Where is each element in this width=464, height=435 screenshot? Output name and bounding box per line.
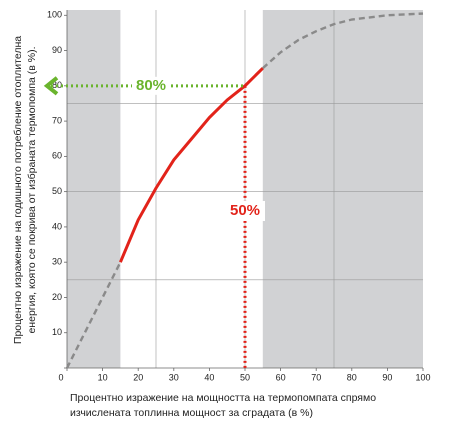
x-tick-label: 90 (382, 372, 392, 382)
x-tick-label: 20 (133, 372, 143, 382)
x-tick-label: 10 (98, 372, 108, 382)
line (262, 12, 424, 70)
y-tick-label: 10 (52, 327, 62, 337)
y-tick-label: 60 (52, 151, 62, 161)
y-tick-label: 30 (52, 257, 62, 267)
y-tick-label: 70 (52, 115, 62, 125)
shaded-region (67, 10, 121, 368)
x-tick-label: 80 (347, 372, 357, 382)
label-bg (225, 201, 265, 221)
annotation-label: 80% (136, 77, 166, 94)
line (119, 67, 264, 263)
x-axis-label: Процентно изражение на мощността на терм… (70, 392, 376, 404)
y-axis-label-group: Процентно изражение на годишното потребл… (12, 36, 38, 344)
x-tick-label: 100 (415, 372, 430, 382)
x-tick-label: 30 (169, 372, 179, 382)
y-axis-label: Процентно изражение на годишното потребл… (12, 36, 24, 344)
y-axis-label: енергия, която се покрива от избраната т… (26, 46, 38, 333)
arrow-head (43, 76, 59, 96)
x-axis-label: изчислената топлинна мощност за сградата… (70, 407, 313, 419)
shaded-region (262, 10, 423, 368)
y-tick-label: 20 (52, 292, 62, 302)
x-tick-label: 50 (240, 372, 250, 382)
y-tick-label: 40 (52, 221, 62, 231)
y-tick-label: 50 (52, 186, 62, 196)
label-bg (132, 76, 170, 95)
x-tick-label: 70 (311, 372, 321, 382)
annotation-label: 50% (230, 202, 260, 219)
y-tick-label: 90 (52, 45, 62, 55)
y-tick-label: 100 (47, 10, 62, 20)
x-tick-label: 0 (58, 372, 63, 382)
x-tick-label: 40 (204, 372, 214, 382)
x-tick-label: 60 (276, 372, 286, 382)
